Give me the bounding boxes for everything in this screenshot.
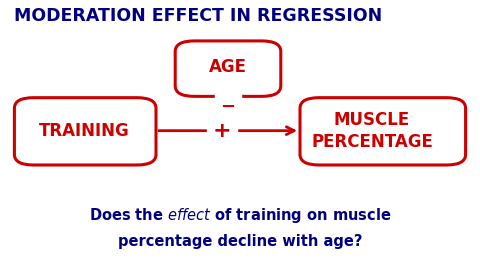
FancyBboxPatch shape — [14, 98, 156, 165]
Text: MUSCLE
PERCENTAGE: MUSCLE PERCENTAGE — [311, 111, 433, 151]
FancyBboxPatch shape — [175, 41, 281, 96]
Text: +: + — [213, 121, 231, 141]
Text: AGE: AGE — [209, 58, 247, 76]
Text: percentage decline with age?: percentage decline with age? — [118, 234, 362, 249]
Text: −: − — [220, 98, 236, 116]
FancyBboxPatch shape — [300, 98, 466, 165]
Text: Does the $\it{effect}$ of training on muscle: Does the $\it{effect}$ of training on mu… — [89, 206, 391, 225]
Text: MODERATION EFFECT IN REGRESSION: MODERATION EFFECT IN REGRESSION — [14, 7, 383, 25]
Text: TRAINING: TRAINING — [38, 122, 130, 140]
